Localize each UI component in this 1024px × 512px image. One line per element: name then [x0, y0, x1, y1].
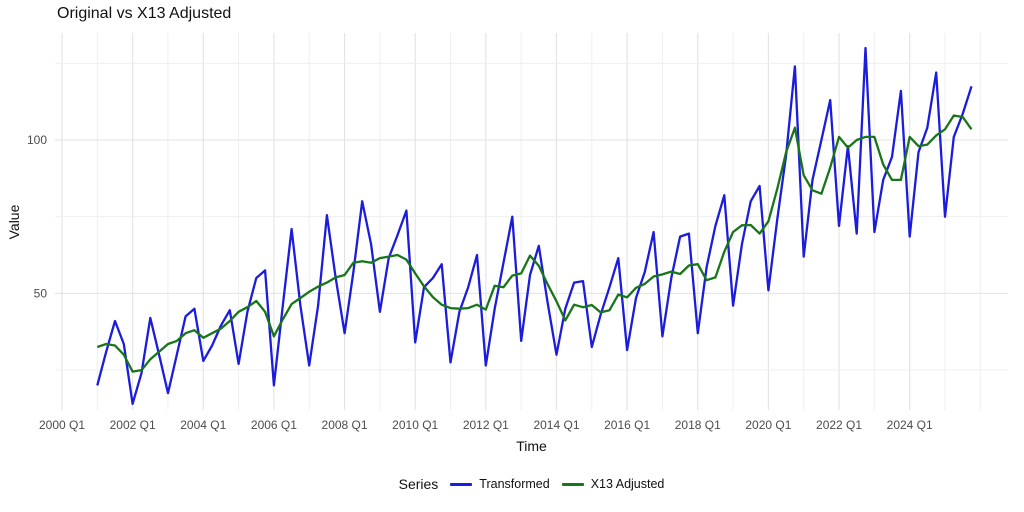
legend-label-x13-adjusted: X13 Adjusted: [590, 477, 665, 491]
x-tick-label: 2006 Q1: [251, 418, 297, 432]
y-tick-label: 100: [27, 133, 47, 147]
x-tick-label: 2014 Q1: [533, 418, 579, 432]
chart-title: Original vs X13 Adjusted: [57, 5, 232, 22]
legend-title: Series: [398, 476, 439, 492]
x-tick-label: 2012 Q1: [463, 418, 509, 432]
x-tick-label: 2008 Q1: [322, 418, 368, 432]
x-tick-label: 2000 Q1: [39, 418, 85, 432]
x-tick-label: 2016 Q1: [604, 418, 650, 432]
x-tick-label: 2024 Q1: [887, 418, 933, 432]
x-tick-label: 2020 Q1: [745, 418, 791, 432]
x13-adjusted-line: [96, 114, 973, 373]
legend-label-transformed: Transformed: [479, 477, 550, 491]
x-tick-label: 2004 Q1: [180, 418, 226, 432]
x-tick-label: 2002 Q1: [110, 418, 156, 432]
legend-item-x13-adjusted: X13 Adjusted: [561, 477, 665, 491]
x-tick-label: 2018 Q1: [675, 418, 721, 432]
x-tick-label: 2022 Q1: [816, 418, 862, 432]
legend-item-transformed: Transformed: [450, 477, 550, 491]
y-axis-tick-labels: 50 100: [27, 133, 47, 300]
y-axis-title: Value: [6, 204, 22, 240]
y-tick-label: 50: [34, 286, 48, 300]
transformed-line: [96, 46, 973, 405]
x13-adjusted-line-key-icon: [561, 482, 584, 486]
x-axis-title: Time: [516, 438, 547, 454]
legend: Series Transformed X13 Adjusted: [55, 476, 1008, 492]
transformed-line-key-icon: [450, 482, 473, 486]
x-tick-label: 2010 Q1: [392, 418, 438, 432]
gridlines: [55, 33, 1008, 410]
x-axis-tick-labels: 2000 Q1 2002 Q1 2004 Q1 2006 Q1 2008 Q1 2010 …: [39, 418, 933, 432]
